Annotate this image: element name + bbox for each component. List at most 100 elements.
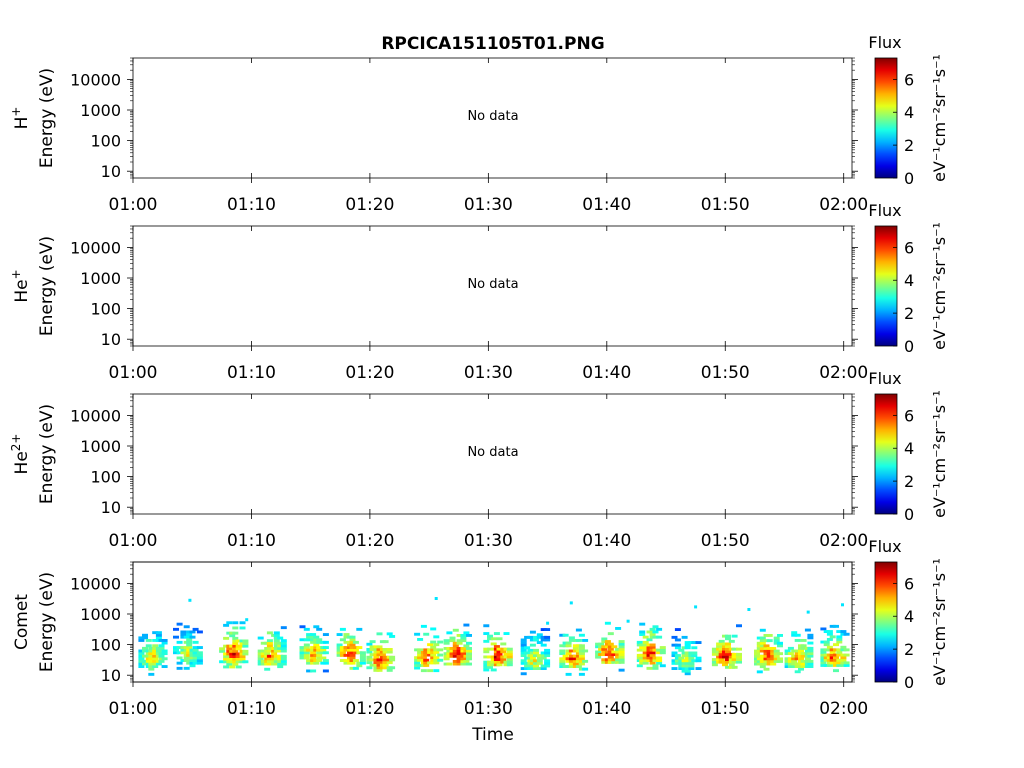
heatmap-cell [229, 665, 236, 669]
heatmap-cell [352, 648, 359, 652]
heatmap-cell [417, 653, 424, 657]
heatmap-cell [684, 672, 691, 676]
heatmap-sparse-point [188, 598, 192, 602]
heatmap-cell [598, 647, 605, 651]
heatmap-cell [791, 633, 798, 637]
heatmap-cell [152, 639, 159, 642]
x-tick-label: 01:10 [227, 531, 276, 551]
heatmap-cell [820, 664, 827, 667]
heatmap-cell [223, 665, 230, 669]
heatmap-cell [449, 636, 456, 640]
heatmap-cell [540, 638, 547, 642]
panel-1: 10 100 1000 10000 01:00 01:10 01:20 01:30 01:40 0… [9, 33, 949, 215]
heatmap-cell [316, 653, 323, 657]
heatmap-cell [529, 643, 536, 647]
heatmap-cell [386, 668, 393, 672]
heatmap-cell [273, 644, 280, 648]
heatmap-cell [196, 651, 203, 655]
x-tick-label: 01:10 [227, 195, 276, 215]
heatmap-cell [695, 656, 702, 660]
colorbar-tick-label: 4 [904, 103, 914, 122]
heatmap-cell [152, 646, 159, 650]
heatmap-cell [820, 661, 827, 665]
heatmap-cell [529, 656, 536, 660]
heatmap-cell [280, 654, 287, 658]
heatmap-cell [716, 642, 723, 646]
heatmap-cell [759, 644, 766, 648]
heatmap-cell [639, 653, 646, 657]
heatmap-cell [176, 646, 183, 649]
heatmap-cell [264, 652, 271, 656]
heatmap-cell [280, 660, 287, 663]
heatmap-cell [186, 630, 193, 634]
heatmap-cell [496, 663, 503, 667]
heatmap-cell [840, 656, 847, 660]
heatmap-cell [711, 658, 718, 661]
heatmap-cell [423, 661, 430, 665]
heatmap-cell [756, 670, 763, 674]
heatmap-cell [578, 649, 585, 653]
heatmap-cell [356, 646, 363, 649]
heatmap-cell [639, 643, 646, 647]
heatmap-cell [430, 645, 437, 649]
heatmap-cell [483, 663, 490, 667]
heatmap-cell [578, 652, 585, 655]
heatmap-cell [176, 661, 183, 665]
figure-title: RPCICA151105T01.PNG [381, 34, 604, 54]
heatmap-cell [840, 645, 847, 649]
heatmap-cell [306, 633, 313, 636]
heatmap-cell [343, 648, 350, 652]
heatmap-cell [273, 657, 280, 661]
heatmap-cell [718, 658, 725, 661]
heatmap-cell [544, 654, 551, 657]
heatmap-cell [483, 650, 490, 654]
heatmap-cell [430, 653, 437, 657]
heatmap-cell [578, 667, 585, 671]
heatmap-cell [487, 665, 493, 669]
heatmap-cell [766, 662, 773, 666]
heatmap-cell [759, 665, 766, 669]
heatmap-cell [681, 651, 688, 655]
heatmap-cell [536, 633, 543, 637]
heatmap-cell [138, 649, 145, 653]
heatmap-cell [520, 648, 527, 652]
heatmap-cell [642, 659, 649, 662]
heatmap-cell [433, 661, 440, 665]
heatmap-cell [691, 646, 698, 650]
heatmap-cell [763, 649, 770, 653]
heatmap-cell [649, 661, 656, 665]
heatmap-cell [636, 664, 643, 668]
heatmap-cell [423, 651, 430, 654]
heatmap-cell [266, 647, 273, 650]
heatmap-cell [373, 645, 380, 649]
heatmap-cell [386, 661, 393, 664]
heatmap-cell [601, 645, 608, 649]
heatmap-cell [754, 652, 760, 656]
heatmap-cell [232, 660, 239, 664]
heatmap-cell [524, 651, 531, 655]
heatmap-cell [520, 672, 527, 676]
heatmap-cell [280, 649, 287, 653]
heatmap-cell [529, 638, 536, 642]
heatmap-cell [770, 660, 777, 663]
heatmap-cell [232, 655, 239, 658]
heatmap-cell [843, 653, 850, 657]
heatmap-cell [794, 665, 801, 668]
heatmap-cell [820, 651, 827, 654]
heatmap-cell [303, 643, 310, 647]
x-tick-label: 01:40 [582, 531, 631, 551]
heatmap-cell [544, 628, 551, 631]
colorbar-tick-label: 2 [904, 472, 914, 491]
heatmap-cell [618, 647, 625, 651]
heatmap-cell [155, 636, 162, 640]
heatmap-burst-14 [636, 622, 666, 670]
heatmap-cell [731, 658, 738, 661]
heatmap-cell [503, 647, 510, 651]
heatmap-cell [500, 642, 507, 646]
y-tick-label: 10 [101, 498, 121, 517]
heatmap-cell [656, 651, 663, 655]
heatmap-cell [366, 666, 373, 670]
plot-area [132, 225, 853, 347]
heatmap-cell [559, 657, 566, 661]
